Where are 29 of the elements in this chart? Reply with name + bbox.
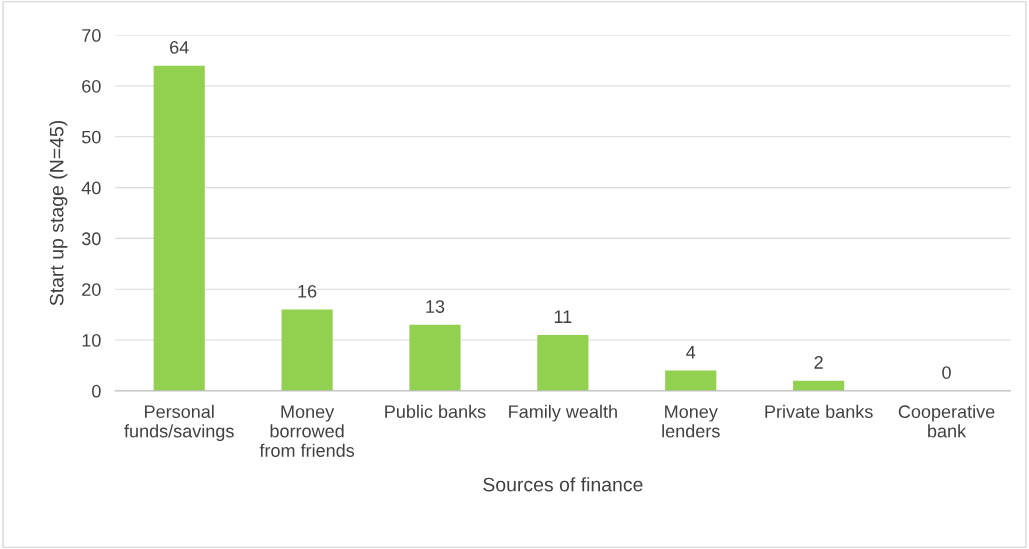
x-axis-title: Sources of finance bbox=[483, 477, 643, 492]
y-tick-label: 0 bbox=[92, 384, 101, 398]
data-label: 13 bbox=[426, 300, 445, 313]
y-tick-label: 60 bbox=[82, 79, 101, 93]
y-axis-title: Start up stage (N=45) bbox=[49, 120, 68, 306]
data-label: 64 bbox=[170, 40, 189, 54]
y-tick-label: 70 bbox=[82, 29, 101, 42]
y-tick-label: 20 bbox=[82, 283, 101, 296]
data-label: 16 bbox=[298, 284, 317, 298]
x-tick-label: Cooperative bank bbox=[898, 404, 995, 438]
data-label: 0 bbox=[942, 366, 951, 379]
bar bbox=[537, 334, 589, 391]
bar bbox=[409, 324, 461, 391]
bar bbox=[665, 370, 717, 391]
x-tick-label: Family wealth bbox=[509, 404, 617, 422]
x-tick-label: Money borrowed from friends bbox=[259, 405, 355, 457]
y-tick-label: 30 bbox=[81, 232, 101, 246]
x-tick-label: Money lenders bbox=[662, 405, 720, 438]
x-tick-label: Public banks bbox=[385, 404, 486, 419]
y-tick-label: 50 bbox=[82, 130, 101, 144]
x-tick-label: Personal funds/savings bbox=[124, 404, 234, 442]
bar bbox=[153, 65, 205, 391]
bar bbox=[281, 309, 333, 391]
data-label: 11 bbox=[554, 310, 572, 323]
data-label: 2 bbox=[814, 356, 823, 369]
data-label: 4 bbox=[686, 346, 696, 359]
x-tick-label: Private banks bbox=[765, 404, 873, 419]
y-tick-label: 40 bbox=[81, 181, 101, 195]
y-tick-label: 10 bbox=[82, 334, 101, 347]
